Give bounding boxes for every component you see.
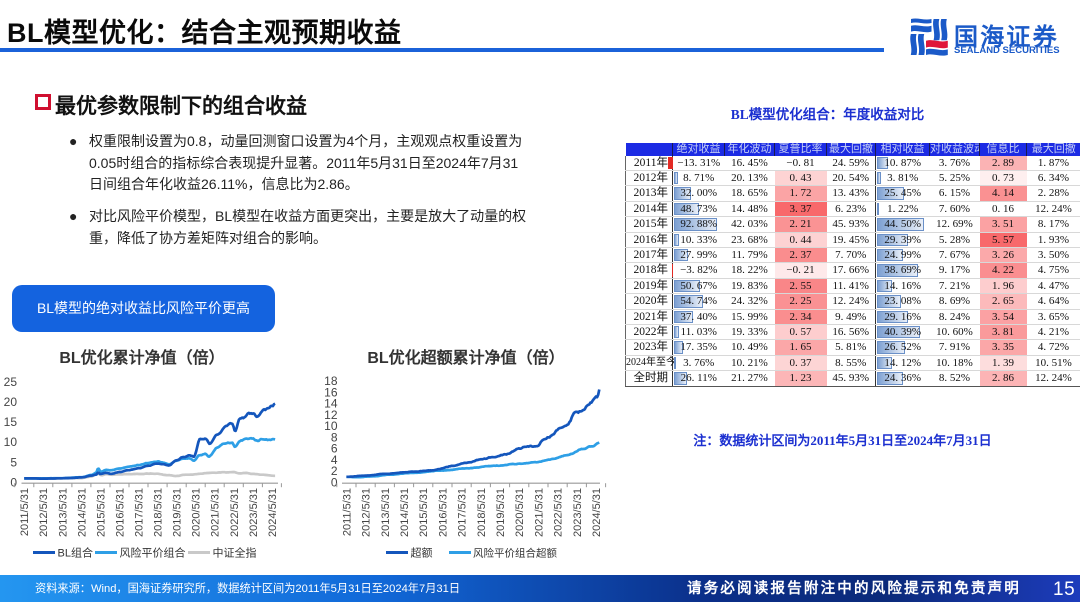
svg-text:中证全指: 中证全指: [213, 546, 257, 560]
svg-text:2015/5/31: 2015/5/31: [418, 488, 430, 537]
svg-text:2024/5/31: 2024/5/31: [267, 488, 279, 537]
svg-text:2020/5/31: 2020/5/31: [514, 488, 526, 537]
svg-text:2020/5/31: 2020/5/31: [191, 488, 203, 537]
svg-text:2011/5/31: 2011/5/31: [19, 488, 31, 536]
svg-text:2019/5/31: 2019/5/31: [172, 488, 184, 537]
svg-text:超额: 超额: [411, 546, 433, 560]
svg-text:5: 5: [10, 455, 17, 469]
svg-text:2013/5/31: 2013/5/31: [57, 488, 69, 537]
svg-text:2017/5/31: 2017/5/31: [457, 488, 469, 537]
svg-text:BL优化累计净值（倍）: BL优化累计净值（倍）: [59, 348, 224, 367]
svg-text:16: 16: [324, 385, 338, 399]
svg-text:2016/5/31: 2016/5/31: [115, 488, 127, 537]
svg-text:BL组合: BL组合: [58, 546, 93, 560]
svg-text:2021/5/31: 2021/5/31: [533, 488, 545, 537]
svg-text:风险平价组合超额: 风险平价组合超额: [473, 547, 557, 560]
svg-text:6: 6: [331, 442, 338, 456]
svg-text:2022/5/31: 2022/5/31: [229, 488, 241, 537]
svg-text:2023/5/31: 2023/5/31: [248, 488, 260, 537]
svg-text:2018/5/31: 2018/5/31: [153, 488, 165, 537]
svg-text:18: 18: [324, 374, 338, 388]
svg-text:2023/5/31: 2023/5/31: [572, 488, 584, 537]
svg-text:2012/5/31: 2012/5/31: [361, 488, 373, 537]
svg-text:2021/5/31: 2021/5/31: [210, 488, 222, 537]
svg-text:2011/5/31: 2011/5/31: [341, 488, 353, 536]
svg-text:4: 4: [331, 453, 338, 467]
svg-text:10: 10: [4, 435, 18, 449]
svg-text:15: 15: [4, 415, 18, 429]
svg-text:2022/5/31: 2022/5/31: [553, 488, 565, 537]
svg-text:8: 8: [331, 430, 338, 444]
svg-text:2014/5/31: 2014/5/31: [76, 488, 88, 537]
svg-text:2017/5/31: 2017/5/31: [134, 488, 146, 537]
svg-text:2014/5/31: 2014/5/31: [399, 488, 411, 537]
svg-text:10: 10: [324, 419, 338, 433]
svg-text:2018/5/31: 2018/5/31: [476, 488, 488, 537]
svg-text:2016/5/31: 2016/5/31: [437, 488, 449, 537]
svg-text:2013/5/31: 2013/5/31: [380, 488, 392, 537]
svg-text:25: 25: [4, 375, 18, 389]
svg-text:20: 20: [4, 395, 18, 409]
svg-text:2: 2: [331, 464, 338, 478]
svg-text:2012/5/31: 2012/5/31: [38, 488, 50, 537]
svg-text:14: 14: [324, 397, 338, 411]
svg-text:2019/5/31: 2019/5/31: [495, 488, 507, 537]
svg-text:2024/5/31: 2024/5/31: [591, 488, 603, 537]
svg-text:0: 0: [10, 475, 17, 489]
svg-text:BL优化超额累计净值（倍）: BL优化超额累计净值（倍）: [367, 348, 564, 367]
svg-text:2015/5/31: 2015/5/31: [95, 488, 107, 537]
svg-text:0: 0: [331, 475, 338, 489]
svg-text:12: 12: [324, 408, 338, 422]
svg-text:风险平价组合: 风险平价组合: [120, 546, 186, 560]
